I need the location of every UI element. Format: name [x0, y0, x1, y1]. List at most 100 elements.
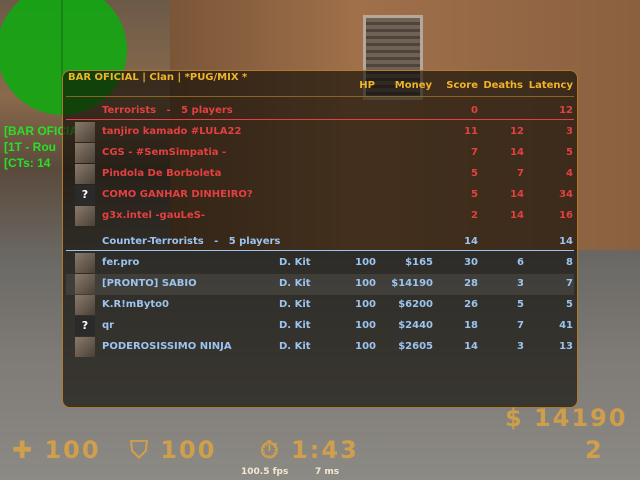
defuse-kit: D. Kit: [279, 341, 311, 352]
player-score: 18: [464, 320, 478, 331]
player-name: fer.pro: [102, 257, 140, 268]
player-avatar: [75, 274, 95, 294]
team-latency: 12: [559, 105, 573, 116]
player-name: g3x.intel -gauLeS-: [102, 210, 206, 221]
player-score: 30: [464, 257, 478, 268]
col-latency: Latency: [528, 80, 573, 91]
player-latency: 13: [559, 341, 573, 352]
player-score: 5: [471, 189, 478, 200]
player-hp: 100: [355, 278, 376, 289]
player-name: Pindola De Borboleta: [102, 168, 222, 179]
player-hp: 100: [355, 320, 376, 331]
team-score: 0: [471, 105, 478, 116]
stopwatch-icon: ⏱: [260, 436, 281, 464]
player-row[interactable]: [PRONTO] SABIO D. Kit 100 $14190 28 3 7: [66, 274, 574, 295]
team-latency: 14: [559, 236, 573, 247]
player-avatar: [75, 122, 95, 142]
player-avatar: ?: [75, 185, 95, 205]
player-row[interactable]: ? qr D. Kit 100 $2440 18 7 41: [66, 316, 574, 337]
header-divider: [66, 96, 574, 97]
player-latency: 34: [559, 189, 573, 200]
player-latency: 16: [559, 210, 573, 221]
team-label: Terrorists - 5 players: [102, 105, 233, 116]
player-row[interactable]: CGS - #SemSimpatia - 7 14 5: [66, 143, 574, 164]
fps-counter: 100.5 fps: [241, 467, 289, 477]
player-score: 28: [464, 278, 478, 289]
player-name: CGS - #SemSimpatia -: [102, 147, 227, 158]
player-latency: 5: [566, 147, 573, 158]
player-hp: 100: [355, 341, 376, 352]
ping-counter: 7 ms: [315, 467, 340, 477]
player-money: $165: [405, 257, 433, 268]
shield-icon: ⛉: [130, 436, 150, 464]
player-deaths: 5: [517, 299, 524, 310]
player-deaths: 7: [517, 320, 524, 331]
armor-display: ⛉ 100: [130, 438, 216, 462]
player-money: $2440: [398, 320, 433, 331]
player-latency: 41: [559, 320, 573, 331]
team-divider: [66, 119, 574, 120]
col-hp: HP: [359, 80, 375, 91]
player-avatar: [75, 295, 95, 315]
scoreboard-panel: [62, 70, 578, 408]
player-deaths: 7: [517, 168, 524, 179]
player-avatar: [75, 143, 95, 163]
player-deaths: 3: [517, 278, 524, 289]
player-avatar: ?: [75, 316, 95, 336]
player-row[interactable]: Pindola De Borboleta 5 7 4: [66, 164, 574, 185]
player-name: COMO GANHAR DINHEIRO?: [102, 189, 253, 200]
player-latency: 3: [566, 126, 573, 137]
player-row[interactable]: tanjiro kamado #LULA22 11 12 3: [66, 122, 574, 143]
player-money: $6200: [398, 299, 433, 310]
player-latency: 4: [566, 168, 573, 179]
player-row[interactable]: ? COMO GANHAR DINHEIRO? 5 14 34: [66, 185, 574, 206]
timer-display: ⏱ 1:43: [260, 438, 359, 462]
player-latency: 5: [566, 299, 573, 310]
defuse-kit: D. Kit: [279, 257, 311, 268]
player-hp: 100: [355, 257, 376, 268]
team-header-cts: Counter-Terrorists - 5 players 14 14: [66, 232, 574, 253]
player-latency: 8: [566, 257, 573, 268]
defuse-kit: D. Kit: [279, 278, 311, 289]
col-money: Money: [394, 80, 432, 91]
player-score: 2: [471, 210, 478, 221]
player-deaths: 14: [510, 210, 524, 221]
ammo-display: 2: [585, 436, 604, 464]
team-score: 14: [464, 236, 478, 247]
player-deaths: 14: [510, 147, 524, 158]
player-name: tanjiro kamado #LULA22: [102, 126, 242, 137]
money-display: $ 14190: [505, 404, 628, 432]
player-deaths: 12: [510, 126, 524, 137]
armor-value: 100: [160, 436, 217, 464]
timer-value: 1:43: [291, 436, 359, 464]
player-row[interactable]: K.R!mByto0 D. Kit 100 $6200 26 5 5: [66, 295, 574, 316]
player-avatar: [75, 253, 95, 273]
player-score: 5: [471, 168, 478, 179]
player-row[interactable]: PODEROSISSIMO NINJA D. Kit 100 $2605 14 3 13: [66, 337, 574, 358]
player-name: PODEROSISSIMO NINJA: [102, 341, 232, 352]
player-avatar: [75, 164, 95, 184]
health-display: ✚ 100: [12, 438, 101, 462]
defuse-kit: D. Kit: [279, 320, 311, 331]
server-title: BAR OFICIAL | Clan | *PUG/MIX *: [68, 72, 248, 83]
player-avatar: [75, 337, 95, 357]
player-hp: 100: [355, 299, 376, 310]
player-deaths: 3: [517, 341, 524, 352]
health-icon: ✚: [12, 436, 35, 464]
chat-line: [CTs: 14: [4, 156, 51, 170]
player-money: $14190: [391, 278, 433, 289]
chat-line: [1T - Rou: [4, 140, 56, 154]
col-deaths: Deaths: [483, 80, 523, 91]
player-latency: 7: [566, 278, 573, 289]
player-score: 7: [471, 147, 478, 158]
player-avatar: [75, 206, 95, 226]
player-deaths: 6: [517, 257, 524, 268]
defuse-kit: D. Kit: [279, 299, 311, 310]
player-row[interactable]: fer.pro D. Kit 100 $165 30 6 8: [66, 253, 574, 274]
player-row[interactable]: g3x.intel -gauLeS- 2 14 16: [66, 206, 574, 227]
player-deaths: 14: [510, 189, 524, 200]
player-name: qr: [102, 320, 115, 331]
health-value: 100: [44, 436, 101, 464]
player-name: K.R!mByto0: [102, 299, 169, 310]
col-score: Score: [446, 80, 478, 91]
